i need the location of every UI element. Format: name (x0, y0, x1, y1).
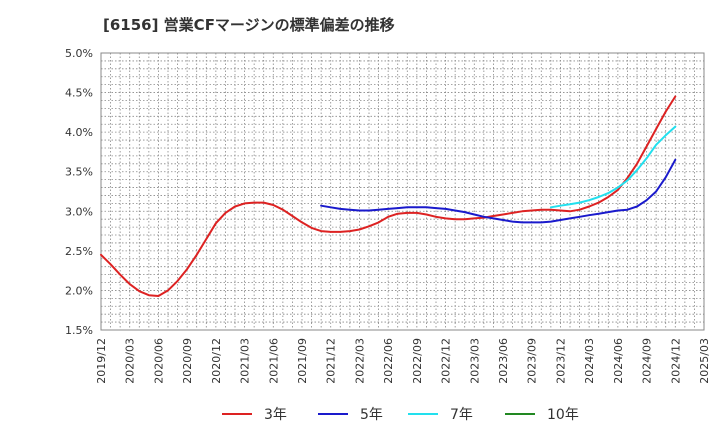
x-tick-label: 2024/06 (612, 338, 625, 384)
series-line-3 (549, 125, 677, 209)
series-line-1 (100, 95, 677, 297)
y-tick-label: 4.5% (65, 87, 93, 100)
x-tick-label: 2019/12 (95, 338, 108, 384)
x-tick-label: 2024/12 (669, 338, 682, 384)
x-tick-label: 2021/03 (239, 338, 252, 384)
x-tick-label: 2023/03 (468, 338, 481, 384)
x-tick-label: 2020/09 (181, 338, 194, 384)
x-tick-label: 2021/06 (267, 338, 280, 384)
x-tick-label: 2023/06 (497, 338, 510, 384)
y-tick-label: 3.0% (65, 205, 93, 218)
legend-label: 5年 (360, 407, 383, 423)
chart-title: [6156] 営業CFマージンの標準偏差の推移 (103, 16, 395, 34)
x-tick-label: 2024/09 (641, 338, 654, 384)
y-tick-label: 5.0% (65, 47, 93, 60)
x-tick-label: 2024/03 (583, 338, 596, 384)
legend-label: 7年 (450, 407, 473, 423)
x-tick-label: 2022/12 (440, 338, 453, 384)
x-tick-label: 2021/12 (325, 338, 338, 384)
series-line-2 (320, 158, 677, 224)
x-tick-label: 2022/09 (411, 338, 424, 384)
legend-label: 10年 (547, 407, 579, 423)
legend: 3年 5年 7年 10年 (222, 407, 579, 423)
y-tick-label: 1.5% (65, 324, 93, 337)
x-tick-label: 2021/09 (296, 338, 309, 384)
x-tick-label: 2023/09 (526, 338, 539, 384)
series-layer (100, 95, 677, 297)
y-tick-label: 2.0% (65, 284, 93, 297)
grid-layer (100, 52, 705, 331)
x-tick-label: 2025/03 (698, 338, 711, 384)
y-tick-label: 3.5% (65, 166, 93, 179)
x-tick-label: 2020/03 (124, 338, 137, 384)
x-tick-label: 2022/06 (382, 338, 395, 384)
x-tick-label: 2020/12 (210, 338, 223, 384)
x-tick-label: 2020/06 (152, 338, 165, 384)
legend-label: 3年 (264, 407, 287, 423)
y-tick-label: 2.5% (65, 245, 93, 258)
x-tick-label: 2023/12 (554, 338, 567, 384)
axis-layer: 1.5% 2.0% 2.5% 3.0% 3.5% 4.0% 4.5% 5.0% 2019/12 2… (65, 47, 711, 384)
x-tick-label: 2022/03 (353, 338, 366, 384)
plot-frame (100, 52, 705, 331)
y-tick-label: 4.0% (65, 126, 93, 139)
